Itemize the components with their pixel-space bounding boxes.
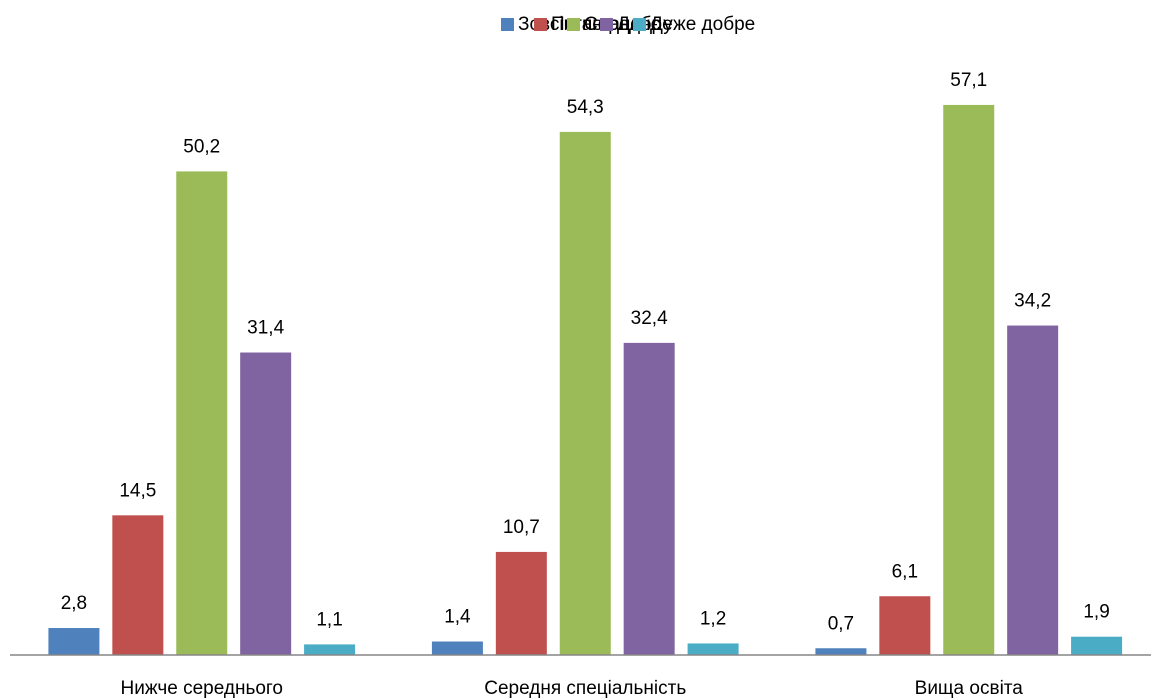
x-tick-label: Нижче середнього [121, 678, 283, 699]
bar [815, 648, 867, 655]
bar [431, 641, 483, 655]
bar [112, 515, 164, 655]
bar [1007, 325, 1059, 655]
data-label: 1,9 [1083, 602, 1109, 623]
bar [240, 352, 292, 655]
legend-swatch [633, 18, 646, 31]
data-label: 54,3 [567, 97, 604, 118]
legend-swatch [567, 18, 580, 31]
x-tick-label: Вища освіта [915, 678, 1024, 699]
bar [559, 131, 611, 655]
bar [304, 644, 356, 655]
bar [48, 628, 100, 655]
data-label: 0,7 [828, 613, 854, 634]
legend: Зовсім поганеПоганеСереднєДобреДуже добр… [501, 14, 755, 35]
bar [1071, 636, 1123, 655]
bar [687, 643, 739, 655]
data-label: 1,2 [700, 608, 726, 629]
bar [943, 104, 995, 656]
data-label: 2,8 [61, 593, 87, 614]
bar [495, 551, 547, 655]
data-label: 34,2 [1014, 291, 1051, 312]
data-label: 14,5 [119, 480, 156, 501]
data-label: 10,7 [503, 517, 540, 538]
legend-swatch [501, 18, 514, 31]
data-label: 50,2 [183, 136, 220, 157]
data-label: 1,4 [444, 607, 471, 628]
data-label: 57,1 [950, 70, 987, 91]
legend-label: Дуже добре [650, 14, 755, 35]
data-label: 6,1 [892, 561, 918, 582]
data-label: 31,4 [247, 318, 284, 339]
bar [176, 171, 228, 655]
x-tick-label: Середня спеціальність [484, 678, 686, 699]
data-label: 1,1 [316, 609, 342, 630]
bar [879, 596, 931, 655]
legend-swatch [534, 18, 547, 31]
data-label: 32,4 [631, 308, 668, 329]
legend-label: Погане [551, 14, 613, 35]
bar [623, 342, 675, 655]
legend-swatch [600, 18, 613, 31]
